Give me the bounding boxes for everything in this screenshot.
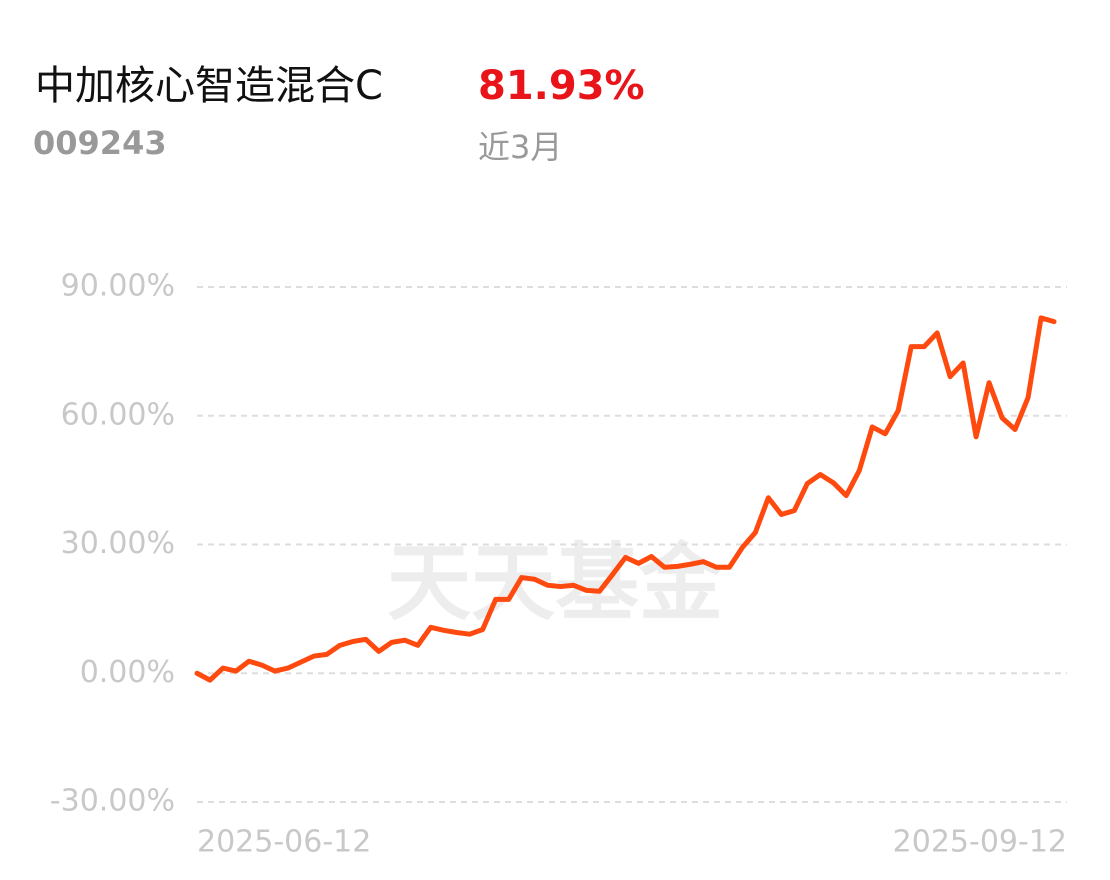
fund-code: 009243 bbox=[33, 124, 167, 162]
fund-title: 中加核心智造混合C bbox=[35, 63, 383, 109]
line bbox=[194, 315, 1057, 683]
y-tick-label: 60.00% bbox=[61, 397, 175, 432]
y-tick-label: 90.00% bbox=[61, 269, 175, 304]
y-tick-label: -30.00% bbox=[50, 784, 175, 819]
x-tick-label: 2025-09-12 bbox=[893, 825, 1067, 860]
y-tick-label: 0.00% bbox=[80, 655, 175, 690]
fund-return: 81.93% bbox=[478, 63, 645, 109]
period: 近3月 bbox=[478, 128, 562, 166]
x-tick-label: 2025-06-12 bbox=[197, 825, 371, 860]
y-tick-label: 30.00% bbox=[61, 526, 175, 561]
watermark: 天天基金 bbox=[387, 533, 724, 632]
